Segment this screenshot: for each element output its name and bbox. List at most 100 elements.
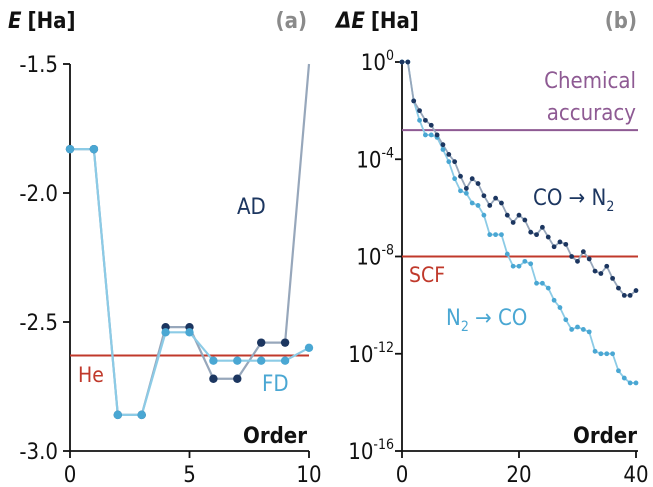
panel-b-point-n2-co <box>516 263 522 269</box>
panel-b-point-co-n2 <box>575 258 580 264</box>
panel-b-point-n2-co <box>493 232 498 238</box>
panel-b-y-tick-label: 10-16 <box>348 437 394 465</box>
panel-b-point-n2-co <box>522 258 528 264</box>
panel-a-series <box>65 63 314 420</box>
panel-a-x-tick-label: 0 <box>64 463 77 487</box>
panel-b-point-co-n2 <box>446 151 452 157</box>
panel-b-point-co-n2 <box>487 203 493 208</box>
panel-b-point-n2-co <box>580 327 586 332</box>
panel-a-point-fd <box>89 144 99 154</box>
panel-a-point-fd <box>113 410 123 420</box>
panel-b-point-co-n2 <box>522 217 528 223</box>
panel-a-point-fd <box>185 328 194 337</box>
panel-b-point-n2-co <box>452 176 458 182</box>
panel-b-point-n2-co <box>504 251 510 257</box>
panel-b-point-co-n2 <box>428 122 434 128</box>
panel-b-point-co-n2 <box>434 132 440 138</box>
panel-a-series-label-ad: AD <box>237 195 266 220</box>
panel-b-point-n2-co <box>446 159 452 165</box>
panel-b-point-co-n2 <box>411 98 417 104</box>
panel-b-point-co-n2 <box>516 212 522 218</box>
panel-a-y-ticks: -1.5 -2.0 -2.5 -3.0 <box>19 53 70 465</box>
panel-b-point-co-n2 <box>592 268 598 274</box>
panel-b-point-co-n2 <box>540 224 545 230</box>
panel-b-point-n2-co <box>575 324 580 330</box>
panel-b-reference-lines <box>402 129 638 258</box>
panel-a-series-line-ad <box>70 63 311 416</box>
panel-b-point-co-n2 <box>557 239 563 245</box>
panel-a-xlabel: Order <box>243 424 307 449</box>
panel-b-point-n2-co <box>633 380 639 386</box>
panel-a: E [Ha] (a) -1.5 -2.0 -2.5 -3.0 0 5 10 AD FD He… <box>8 9 322 487</box>
panel-b-point-n2-co <box>616 368 621 374</box>
panel-b-series-label-n2-co: N2 → CO <box>446 306 527 335</box>
panel-b-point-co-n2 <box>616 285 621 291</box>
panel-b-point-n2-co <box>569 327 575 332</box>
panel-b-x-ticks: 0 20 40 <box>396 451 649 487</box>
panel-a-x-tick-label: 5 <box>183 463 196 487</box>
panel-a-point-ad <box>280 338 290 347</box>
panel-a-point-fd <box>137 410 146 420</box>
panel-a-point-fd <box>161 328 170 337</box>
panel-b-point-n2-co <box>627 380 633 386</box>
panel-b-point-n2-co <box>510 263 516 269</box>
panel-b-point-co-n2 <box>627 293 633 298</box>
panel-b-point-n2-co <box>481 212 487 218</box>
panel-b-y-tick-label: 10-4 <box>356 145 394 173</box>
panel-a-series-label-fd: FD <box>262 372 289 397</box>
panel-b-point-n2-co <box>598 351 604 357</box>
panel-b-point-co-n2 <box>534 232 539 238</box>
panel-b-ref-label-scf: SCF <box>409 263 445 287</box>
panel-b-point-co-n2 <box>633 288 639 293</box>
panel-b-point-n2-co <box>469 200 475 206</box>
panel-a-point-fd <box>280 356 290 365</box>
panel-a-point-ad <box>209 374 218 383</box>
panel-b-ref-label-chemical-1: Chemical <box>544 69 636 94</box>
panel-b-point-n2-co <box>545 285 551 291</box>
panel-b-point-n2-co <box>610 351 615 357</box>
panel-b-point-co-n2 <box>469 176 475 182</box>
panel-b-point-n2-co <box>423 132 428 138</box>
panel-b-ref-label-chemical-2: accuracy <box>547 101 637 126</box>
panel-a-point-fd <box>65 144 75 154</box>
panel-b-point-co-n2 <box>551 244 557 250</box>
panel-b-point-co-n2 <box>493 195 498 201</box>
panel-b-point-n2-co <box>475 203 481 208</box>
panel-a-point-fd <box>233 356 242 365</box>
panel-b-point-co-n2 <box>405 59 411 65</box>
panel-b-point-co-n2 <box>417 108 422 114</box>
panel-b-point-co-n2 <box>604 263 610 269</box>
panel-b-point-co-n2 <box>481 193 487 199</box>
panel-b-point-n2-co <box>540 280 545 286</box>
panel-b-ylabel: ΔE [Ha] <box>334 9 419 34</box>
panel-b-x-tick-label: 0 <box>396 463 409 487</box>
panel-b-point-co-n2 <box>458 173 463 179</box>
panel-b-point-n2-co <box>621 375 627 381</box>
panel-b-point-co-n2 <box>440 142 446 148</box>
panel-b-point-co-n2 <box>580 249 586 255</box>
panel-b-series-label-co-n2: CO → N2 <box>533 186 614 215</box>
panel-b-y-tick-label: 10-8 <box>356 243 394 271</box>
panel-b-point-co-n2 <box>569 254 575 259</box>
panel-b-y-ticks: 100 10-4 10-8 10-12 10-16 <box>348 48 402 465</box>
panel-b-point-n2-co <box>463 190 469 196</box>
panel-a-ref-label-he: He <box>78 363 104 387</box>
panel-b-point-co-n2 <box>475 181 481 186</box>
panel-a-y-tick-label: -2.5 <box>19 311 58 336</box>
panel-a-point-ad <box>257 338 266 347</box>
panel-b-point-n2-co <box>417 117 422 123</box>
panel-b-series <box>399 59 639 386</box>
panel-b-point-n2-co <box>499 232 504 238</box>
panel-a-x-ticks: 0 5 10 <box>64 451 322 487</box>
panel-b-point-co-n2 <box>499 200 504 206</box>
panel-b-label: (b) <box>605 9 637 34</box>
panel-b-point-n2-co <box>440 147 446 152</box>
panel-b: ΔE [Ha] (b) 100 10-4 10-8 10-12 10-16 0 20 40 C… <box>334 9 649 487</box>
panel-b-point-n2-co <box>428 132 434 138</box>
panel-a-x-tick-label: 10 <box>296 463 321 487</box>
panel-b-point-co-n2 <box>510 220 516 225</box>
panel-b-point-co-n2 <box>423 117 428 123</box>
panel-b-point-n2-co <box>563 317 569 323</box>
panel-b-point-co-n2 <box>545 234 551 240</box>
